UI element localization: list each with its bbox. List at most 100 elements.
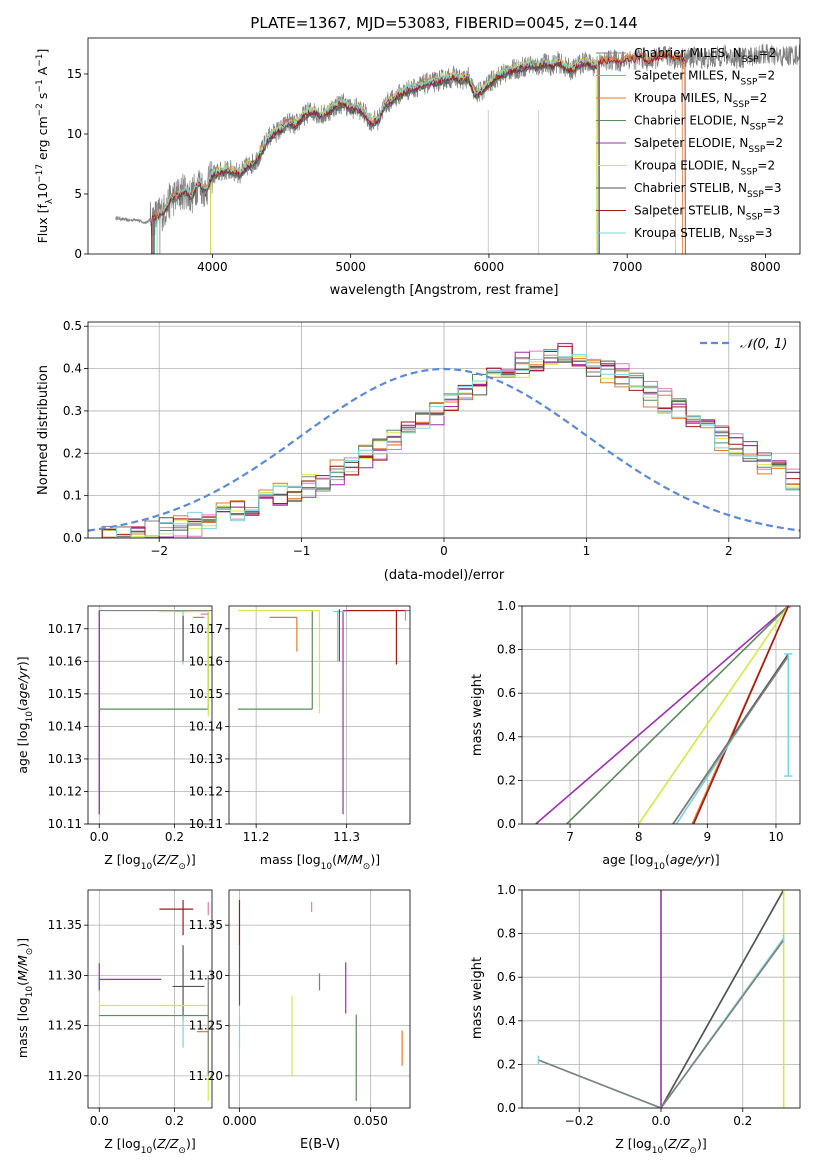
mw-age-line-2 (638, 606, 789, 824)
model-spectrum-0 (159, 60, 599, 254)
mass-ebv-xlabel: E(B-V) (300, 1137, 340, 1152)
age_vs_mass-ytick-label: 10.17 (189, 622, 223, 636)
massweight_vs_age-plot-area (535, 606, 793, 824)
spectrum-ylabel-part: −2 (35, 103, 45, 116)
legend-label-0-part: SSP (742, 55, 759, 65)
age-mass-xlabel-part: ( (332, 852, 337, 867)
residual_hist-ytick-label: 0.2 (63, 446, 82, 460)
mw-age-line-0 (535, 606, 789, 824)
mass-Z-ylabel-part: mass [log (15, 997, 30, 1058)
legend-label-6-part: Chabrier STELIB, N (634, 181, 747, 195)
residual_hist-panel: −2 −1 0 1 2 0.0 0.1 0.2 0.3 0.4 0.5 𝒩(0, 1) (data-mo… (36, 319, 801, 583)
age-mass-xlabel-part: ⊙ (363, 862, 371, 872)
residual_hist-ytick-label: 0.5 (63, 319, 82, 333)
spectrum-frame (87, 37, 801, 255)
age-mass-xlabel-part: mass [log (260, 852, 321, 867)
mw-age-line-1 (566, 606, 789, 824)
model-spectrum-8 (156, 56, 599, 254)
legend-label-1-part: =2 (757, 69, 775, 83)
age_vs_Z-panel: 0.0 0.2 10.11 10.12 10.13 10.14 10.15 10.16 10.1… (15, 605, 213, 872)
age_vs_mass-frame (228, 605, 411, 825)
residual_hist-ytick-label: 0.0 (63, 531, 82, 545)
mass_vs_Z-ytick-label: 11.35 (48, 918, 82, 932)
mass_vs_Z-xtick-label: 0.0 (90, 1114, 109, 1128)
residual_hist-ytick-label: 0.1 (63, 489, 82, 503)
massweight_vs_age-xtick-label: 8 (635, 830, 643, 844)
age-mass-xlabel-part: )] (370, 852, 380, 867)
mass_vs_Z-frame (87, 889, 213, 1109)
spectrum-xlabel: wavelength [Angstrom, rest frame] (330, 283, 559, 298)
age_vs_mass-plot-area (238, 609, 410, 815)
legend-label-0-part: Chabrier MILES, N (634, 46, 742, 60)
legend-label-7-part: Salpeter STELIB, N (634, 204, 746, 218)
legend-label-3-part: Chabrier ELODIE, N (634, 114, 750, 128)
legend-label-3-part: =2 (766, 114, 784, 128)
massweight_vs_Z-xtick-label: 0.0 (651, 1114, 670, 1128)
massweight_vs_Z-xtick-label: −0.2 (565, 1114, 594, 1128)
massweight_vs_age-xtick-label: 7 (566, 830, 574, 844)
mw-Z-ylabel: mass weight (470, 957, 485, 1039)
age_vs_mass-ytick-label: 10.14 (189, 719, 223, 733)
residual-hist-8 (88, 349, 800, 538)
legend-label-5-part: =2 (757, 159, 775, 173)
spectrum-xtick-label: 8000 (750, 260, 781, 274)
massweight_vs_Z-ytick-label: 0.0 (497, 1101, 516, 1115)
age_vs_Z-xtick-label: 0.0 (90, 830, 109, 844)
mass_vs_Z-ytick-label: 11.20 (48, 1069, 82, 1083)
residual-ylabel: Normed distribution (36, 365, 51, 495)
spectrum-plot-area (115, 43, 800, 254)
legend-label-8-part: SSP (738, 235, 755, 245)
legend-label-3-part: SSP (750, 123, 767, 133)
age_vs_mass-ytick-label: 10.16 (189, 654, 223, 668)
legend-label-4-part: SSP (748, 145, 765, 155)
normal-curve (88, 367, 800, 532)
model-spectrum-1 (151, 58, 600, 254)
mass-Z-ylabel-part: M/M (15, 955, 30, 981)
spectrum-ytick-label: 5 (74, 187, 82, 201)
age_vs_Z-ytick-label: 10.17 (48, 622, 82, 636)
massweight_vs_Z-plot-area (537, 890, 785, 1108)
massweight_vs_Z-ytick-label: 1.0 (497, 883, 516, 897)
mw-age-xlabel-part: age [log (602, 852, 653, 867)
mass_vs_ebv-ytick-label: 11.25 (189, 1019, 223, 1033)
legend-label-2-part: Kroupa MILES, N (634, 91, 733, 105)
mw-age-line-4 (692, 606, 790, 824)
massweight_vs_age-xtick-label: 10 (768, 830, 783, 844)
legend-label-5: Kroupa ELODIE, NSSP=2 (634, 159, 775, 178)
age_vs_Z-plot-area (98, 609, 212, 815)
age-Z-xlabel: Z [log10(Z/Z⊙)] (104, 852, 195, 872)
residual_hist-xtick-label: 0 (440, 544, 448, 558)
age-Z-xlabel-part: ⊙ (178, 862, 186, 872)
age-Z-ylabel-part: )] (15, 656, 30, 666)
age_vs_Z-ytick-label: 10.14 (48, 719, 82, 733)
mass-Z-xlabel-part: Z [log (104, 1136, 140, 1151)
massweight_vs_age-xtick-label: 9 (704, 830, 712, 844)
mw-age-xlabel: age [log10(age/yr)] (602, 852, 719, 872)
mass_vs_Z-xtick-label: 0.2 (165, 1114, 184, 1128)
spectrum-ylabel-part: −1 (35, 54, 45, 67)
spectrum-ylabel-part: −1 (35, 79, 45, 92)
mass-Z-ylabel-part: 10 (25, 986, 35, 998)
age_vs_mass-ytick-label: 10.11 (189, 817, 223, 831)
residual_hist-ytick-label: 0.3 (63, 404, 82, 418)
spectrum-ylabel: Flux [fλ10−17 erg cm−2 s−1 A−1] (35, 49, 55, 244)
mass_vs_ebv-xtick-label: 0.050 (353, 1114, 387, 1128)
massweight_vs_age-ytick-label: 1.0 (497, 599, 516, 613)
mass_vs_Z-plot-area (98, 900, 209, 1101)
age-Z-ylabel-part: 10 (25, 711, 35, 723)
spectrum-xtick-label: 5000 (335, 260, 366, 274)
age_vs_Z-ytick-label: 10.15 (48, 687, 82, 701)
spectrum-panel: 4000 5000 6000 7000 8000 0 5 10 15 Chabrier MILES… (35, 37, 801, 298)
legend-label-4-part: =2 (765, 136, 783, 150)
mass-Z-xlabel-part: 10 (141, 1146, 153, 1156)
mw-Z-line-6 (538, 1059, 662, 1108)
mw-age-xlabel-part: )] (710, 852, 720, 867)
age_vs_mass-panel: 11.2 11.3 10.11 10.12 10.13 10.14 10.15 10.16 10… (189, 605, 411, 872)
age-Z-xlabel-part: ( (152, 852, 157, 867)
spectrum-ytick-label: 10 (67, 127, 82, 141)
mass-Z-ylabel-part: )] (15, 938, 30, 948)
mw-age-xlabel-part: ( (665, 852, 670, 867)
model-spectrum-3 (154, 61, 599, 254)
